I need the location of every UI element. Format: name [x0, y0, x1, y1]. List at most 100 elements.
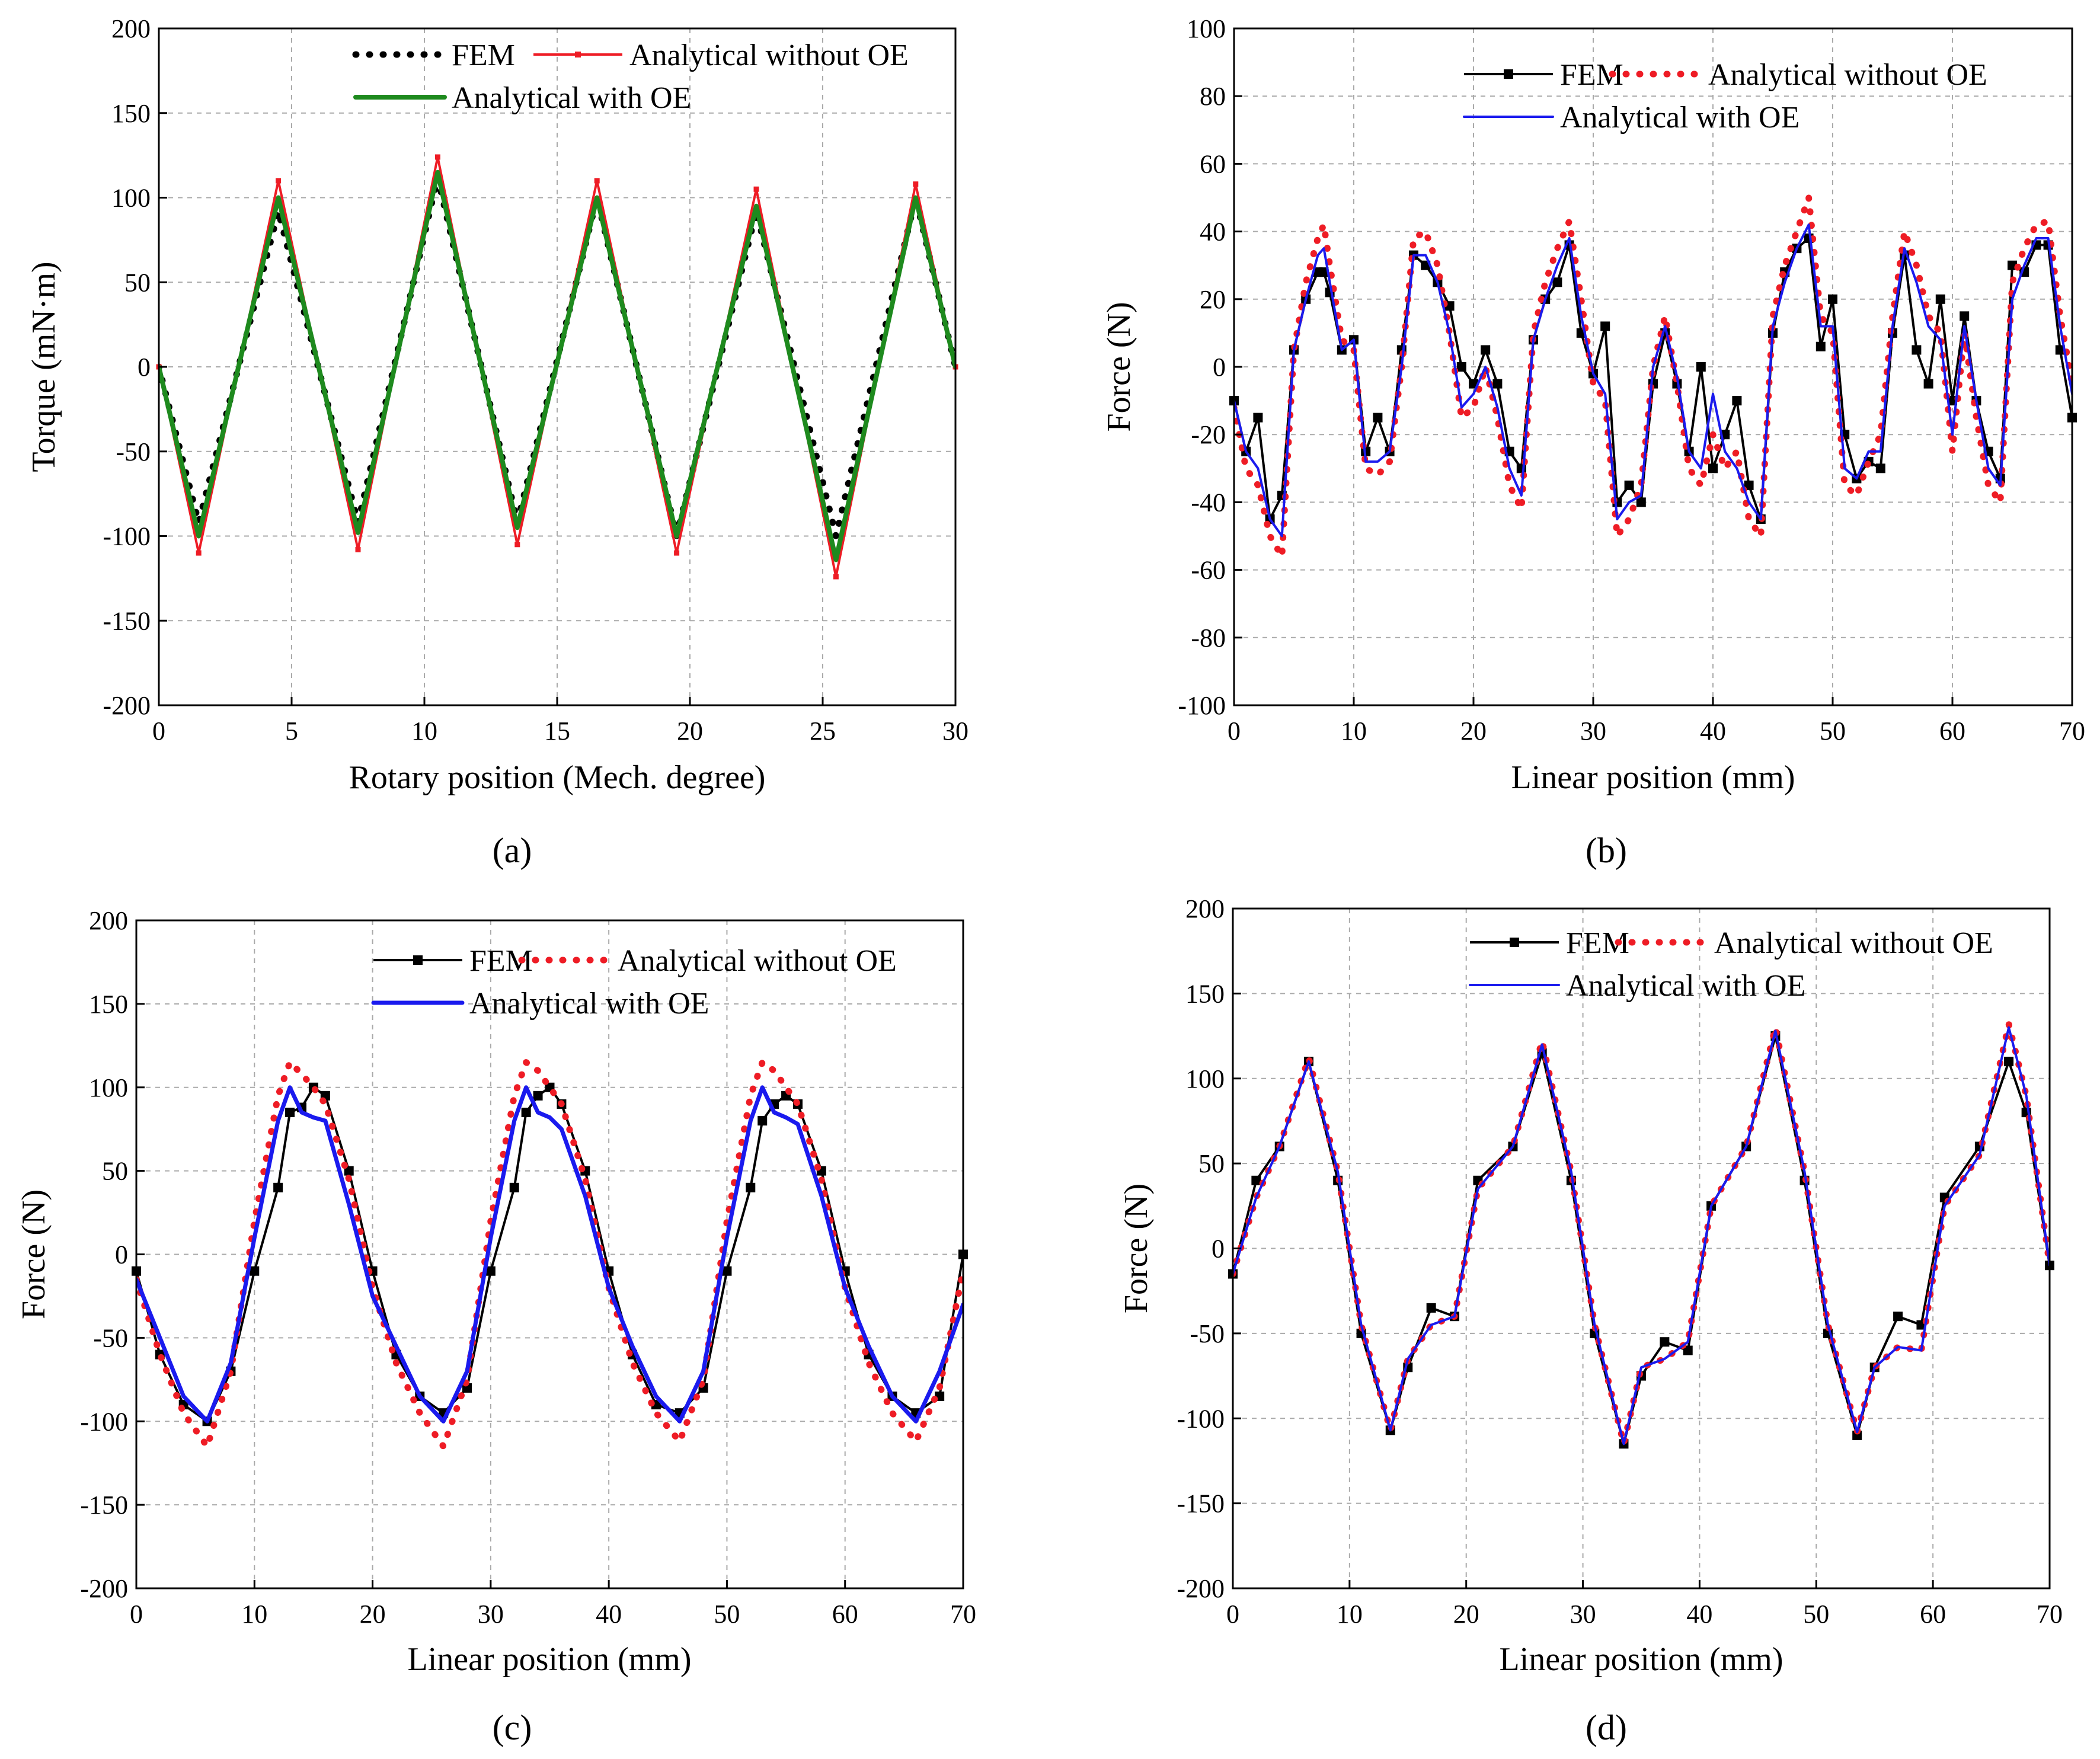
chart-c: 0 10 20 30 40 50 60 70 -200 -150 -100 -50 0 50 100 150 2…: [15, 906, 976, 1747]
y-tick-label: 40: [1200, 218, 1226, 247]
series-line-analytical-with-oe: [136, 1085, 963, 1424]
x-tick-label: 60: [832, 1600, 858, 1629]
x-tick-label: 30: [478, 1600, 504, 1629]
y-tick-label: -20: [1191, 420, 1226, 449]
x-axis-label: Linear position (mm): [1499, 1641, 1783, 1678]
y-tick-label: 50: [124, 268, 151, 297]
data-point: [1319, 267, 1329, 277]
x-tick-label: 30: [1580, 717, 1606, 746]
data-point: [1912, 345, 1922, 355]
y-tick-label: 0: [138, 353, 151, 382]
x-tick-label: 70: [2037, 1600, 2063, 1629]
data-point: [753, 186, 759, 192]
legend-label: Analytical with OE: [1566, 969, 1805, 1003]
data-point: [434, 154, 440, 160]
x-tick-label: 0: [1228, 717, 1241, 746]
y-tick-label: 150: [89, 990, 128, 1019]
y-tick-label: -40: [1191, 488, 1226, 517]
data-point: [521, 1108, 531, 1118]
x-tick-label: 30: [942, 717, 969, 746]
y-tick-label: 100: [1187, 14, 1226, 43]
y-tick-label: -150: [103, 606, 151, 635]
y-axis-label: Torque (mN·m): [25, 261, 62, 472]
x-tick-label: 40: [1686, 1600, 1712, 1629]
y-tick-label: 0: [115, 1240, 128, 1269]
data-point: [285, 1108, 295, 1118]
y-tick-label: 100: [111, 184, 151, 213]
data-point: [1875, 463, 1885, 474]
data-point: [273, 1182, 283, 1192]
data-point: [1373, 412, 1383, 423]
data-point: [355, 546, 361, 552]
y-tick-label: 50: [102, 1157, 128, 1186]
data-point: [1923, 379, 1933, 389]
y-tick-label: -150: [1177, 1489, 1225, 1518]
legend-label: Analytical with OE: [469, 987, 709, 1021]
x-tick-label: 50: [1803, 1600, 1829, 1629]
y-tick-label: -100: [103, 522, 151, 551]
legend-marker: [1504, 69, 1513, 79]
y-axis-label: Force (N): [15, 1189, 52, 1319]
y-tick-label: 0: [1212, 1235, 1225, 1264]
y-tick-label: -100: [80, 1407, 128, 1436]
data-point: [913, 181, 919, 187]
x-tick-label: 10: [241, 1600, 267, 1629]
y-tick-label: 150: [111, 99, 151, 128]
x-tick-label: 30: [1570, 1600, 1596, 1629]
y-tick-label: -100: [1177, 1404, 1225, 1433]
chart-a: 0 5 10 15 20 25 30 -200 -150 -100 -50 0 50 100 150 200 R…: [25, 14, 969, 870]
x-tick-label: 50: [714, 1600, 740, 1629]
data-point: [1815, 341, 1826, 351]
panel-caption: (d): [1586, 1708, 1627, 1747]
y-tick-label: -200: [1177, 1574, 1225, 1603]
data-point: [196, 550, 202, 556]
x-tick-label: 20: [360, 1600, 386, 1629]
data-point: [1683, 1345, 1693, 1355]
data-point: [1552, 277, 1562, 287]
panel-caption: (c): [493, 1708, 532, 1747]
data-point: [250, 1266, 260, 1276]
data-point: [1960, 311, 1970, 321]
data-point: [1481, 345, 1491, 355]
legend-label: Analytical with OE: [452, 81, 691, 115]
legend-label: Analytical without OE: [618, 944, 897, 978]
series-line-analytical-without-oe: [136, 1059, 963, 1450]
data-point: [1636, 497, 1646, 507]
x-tick-label: 50: [1820, 717, 1846, 746]
y-tick-label: 50: [1198, 1149, 1225, 1178]
y-tick-label: 0: [1213, 353, 1226, 382]
data-point: [1426, 1303, 1436, 1313]
x-tick-label: 20: [1460, 717, 1487, 746]
y-tick-label: -200: [80, 1574, 128, 1603]
y-tick-label: 200: [1185, 894, 1225, 923]
x-axis-label: Linear position (mm): [1511, 759, 1795, 796]
y-tick-label: 60: [1200, 149, 1226, 178]
y-tick-label: -100: [1178, 691, 1226, 720]
x-tick-label: 15: [544, 717, 570, 746]
y-axis-label: Force (N): [1101, 302, 1137, 431]
data-point: [1600, 321, 1610, 331]
legend-label: FEM: [452, 39, 515, 72]
series-line-analytical-with-oe: [159, 169, 955, 562]
y-tick-label: -200: [103, 691, 151, 720]
data-point: [2055, 345, 2065, 355]
y-tick-label: 100: [1185, 1064, 1225, 1093]
x-tick-label: 0: [1226, 1600, 1239, 1629]
x-tick-label: 70: [2059, 717, 2085, 746]
x-tick-label: 60: [1920, 1600, 1946, 1629]
chart-d: 0 10 20 30 40 50 60 70 -200 -150 -100 -50 0 50 100 150 2…: [1118, 894, 2063, 1747]
y-tick-label: 200: [111, 14, 151, 43]
legend-label: Analytical without OE: [1708, 58, 1987, 92]
data-point: [722, 1266, 732, 1276]
data-point: [276, 178, 282, 184]
data-point: [594, 178, 600, 184]
y-tick-label: 100: [89, 1073, 128, 1102]
data-point: [485, 1266, 496, 1276]
x-tick-label: 20: [1453, 1600, 1479, 1629]
x-tick-label: 10: [1337, 1600, 1363, 1629]
